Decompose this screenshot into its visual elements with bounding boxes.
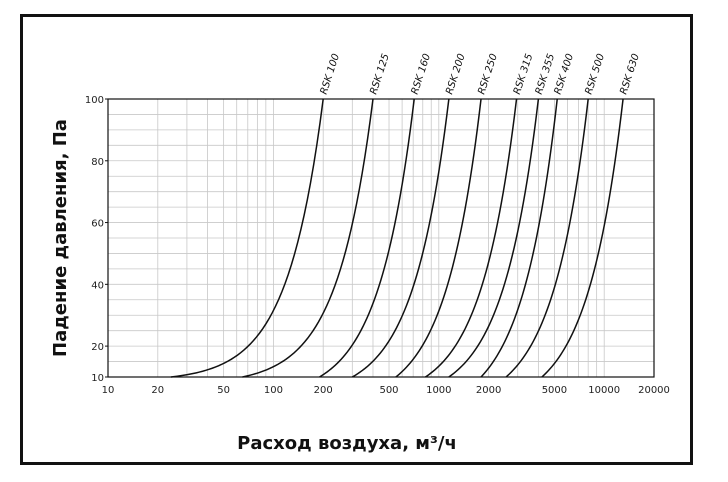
series-curve bbox=[505, 98, 589, 378]
y-tick-label: 20 bbox=[91, 342, 104, 353]
x-tick-label: 500 bbox=[379, 385, 398, 396]
series-curve bbox=[242, 98, 374, 378]
x-tick-label: 5000 bbox=[542, 385, 567, 396]
chart-frame: 10 20 50 100 200 500 1000 2000 5000 10000 20000 10… bbox=[20, 14, 693, 465]
y-tick-label: 40 bbox=[91, 280, 104, 291]
y-tick-label: 100 bbox=[85, 95, 104, 106]
x-tick-label: 20 bbox=[151, 385, 164, 396]
series-label: RSK 315 bbox=[512, 52, 535, 95]
series-curve bbox=[351, 98, 450, 378]
y-tick-label: 60 bbox=[91, 219, 104, 230]
series-curve bbox=[424, 98, 518, 378]
series-curve bbox=[170, 98, 324, 378]
x-tick-label: 10 bbox=[102, 385, 115, 396]
series-curves bbox=[170, 98, 624, 378]
series-curve bbox=[319, 98, 415, 378]
y-axis-label: Падение давления, Па bbox=[50, 119, 71, 357]
y-tick-labels: 10 20 40 60 80 100 bbox=[85, 95, 108, 384]
series-curve bbox=[395, 98, 482, 378]
grid bbox=[108, 99, 654, 377]
x-tick-label: 20000 bbox=[638, 385, 670, 396]
series-curve bbox=[541, 98, 624, 378]
series-label: RSK 250 bbox=[476, 52, 499, 95]
x-tick-label: 1000 bbox=[426, 385, 451, 396]
x-axis-label: Расход воздуха, м³/ч bbox=[237, 433, 457, 454]
series-label: RSK 160 bbox=[410, 52, 433, 95]
x-tick-label: 2000 bbox=[476, 385, 501, 396]
series-curve bbox=[480, 98, 558, 378]
plot-border bbox=[107, 98, 655, 378]
series-labels: RSK 100 RSK 125 RSK 160 RSK 200 RSK 250 RSK 3… bbox=[319, 52, 642, 95]
x-tick-labels: 10 20 50 100 200 500 1000 2000 5000 10000 20000 bbox=[102, 385, 670, 396]
x-tick-label: 200 bbox=[314, 385, 333, 396]
series-curve bbox=[448, 98, 540, 378]
y-tick-label: 80 bbox=[91, 157, 104, 168]
series-label: RSK 630 bbox=[618, 52, 641, 95]
pressure-drop-chart: 10 20 50 100 200 500 1000 2000 5000 10000 20000 10… bbox=[50, 52, 670, 454]
x-tick-label: 10000 bbox=[588, 385, 620, 396]
x-tick-label: 50 bbox=[217, 385, 230, 396]
y-tick-label: 10 bbox=[91, 373, 104, 384]
series-label: RSK 100 bbox=[319, 52, 342, 95]
series-label: RSK 125 bbox=[368, 52, 391, 95]
series-label: RSK 500 bbox=[584, 52, 607, 95]
series-label: RSK 200 bbox=[444, 52, 467, 95]
x-tick-label: 100 bbox=[264, 385, 283, 396]
